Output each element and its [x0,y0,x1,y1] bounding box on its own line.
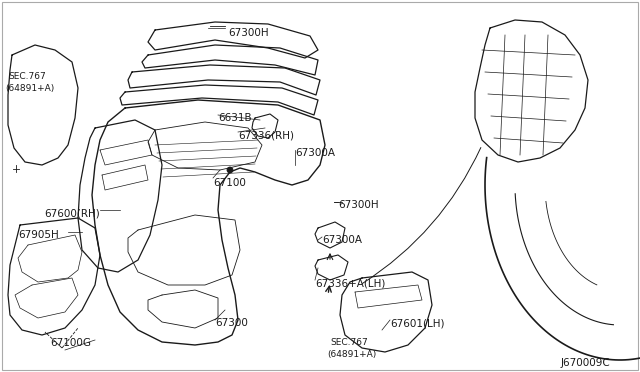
Text: 67300: 67300 [215,318,248,328]
Text: 67300H: 67300H [338,200,379,210]
Text: (64891+A): (64891+A) [5,84,54,93]
Text: 67300A: 67300A [322,235,362,245]
Text: 67601(LH): 67601(LH) [390,318,445,328]
Text: 67905H: 67905H [18,230,59,240]
Circle shape [227,167,233,173]
Text: 67300A: 67300A [295,148,335,158]
Text: J670009C: J670009C [560,358,610,368]
Text: SEC.767: SEC.767 [8,72,45,81]
Text: 6631B: 6631B [218,113,252,123]
Text: SEC.767: SEC.767 [330,338,368,347]
Text: 67100: 67100 [213,178,246,188]
Text: 67300H: 67300H [228,28,269,38]
Text: 67336+A(LH): 67336+A(LH) [315,278,385,288]
Text: 67600(RH): 67600(RH) [44,208,100,218]
Text: 67100G: 67100G [50,338,91,348]
Text: (64891+A): (64891+A) [327,350,376,359]
Text: 67336(RH): 67336(RH) [238,130,294,140]
